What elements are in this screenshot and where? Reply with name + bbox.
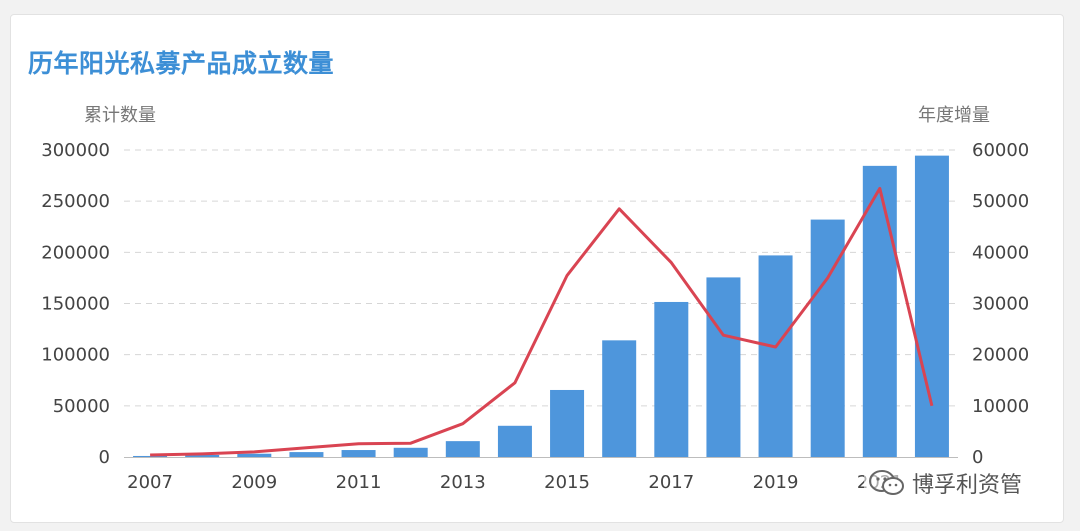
x-tick-label: 2017 [648,472,694,493]
y-right-tick-label: 50000 [972,191,1029,212]
right-axis-title: 年度增量 [918,105,990,126]
y-left-tick-label: 100000 [41,345,110,366]
y-left-tick-label: 0 [99,447,110,468]
bar [341,450,376,457]
y-left-tick-label: 300000 [41,140,110,161]
bar [133,455,168,457]
y-right-tick-label: 60000 [972,140,1029,161]
left-axis-title: 累计数量 [84,105,156,126]
y-right-tick-label: 10000 [972,396,1029,417]
x-tick-label: 2015 [544,472,590,493]
y-right-tick-label: 0 [972,447,983,468]
y-left-tick-label: 50000 [53,396,110,417]
bar [393,447,428,457]
x-tick-label: 2007 [127,472,173,493]
x-tick-label: 2013 [440,472,486,493]
bar [289,452,324,457]
y-right-tick-label: 30000 [972,294,1029,315]
bar [654,301,689,457]
x-tick-label: 2009 [231,472,277,493]
bar [758,255,793,457]
watermark-text: 博孚利资管 [912,473,1023,498]
annual-increase-line [150,186,934,457]
y-right-tick-label: 20000 [972,345,1029,366]
bar [602,340,637,457]
bar [914,155,949,457]
bar [445,441,480,457]
bar [497,425,532,457]
bar [185,454,220,457]
bar [550,389,585,457]
y-left-tick-label: 250000 [41,191,110,212]
watermark: 博孚利资管 [864,467,1027,499]
bar [862,165,897,457]
y-left-tick-label: 200000 [41,242,110,263]
bar [706,277,741,457]
y-left-tick-label: 150000 [41,294,110,315]
bar [237,453,272,457]
x-tick-label: 2011 [336,472,382,493]
chart-title: 历年阳光私募产品成立数量 [28,49,335,78]
wechat-icon [868,469,906,497]
x-tick-label: 2019 [753,472,799,493]
y-right-tick-label: 40000 [972,242,1029,263]
